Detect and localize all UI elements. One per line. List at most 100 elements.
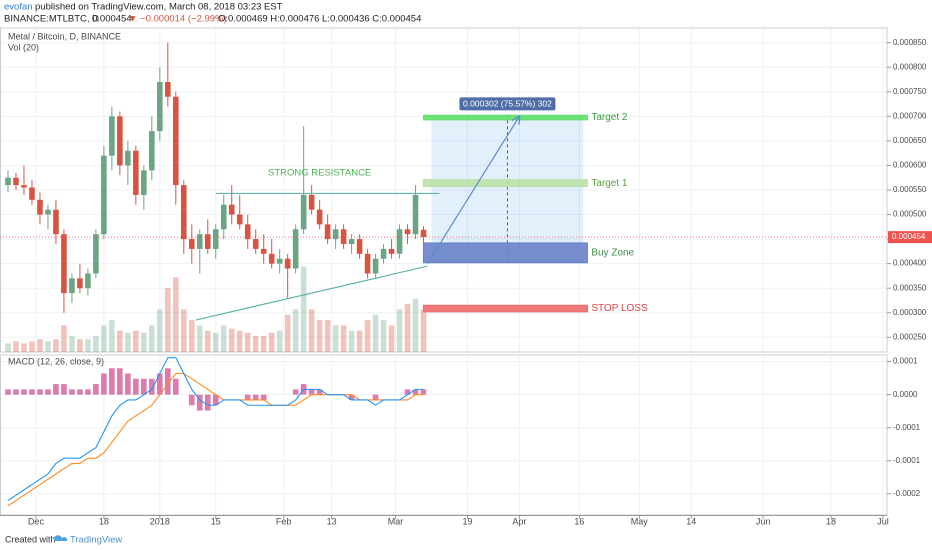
zone	[422, 179, 588, 188]
x-tick-label: 18	[99, 516, 109, 526]
candle-body	[404, 229, 411, 235]
volume-bar	[165, 288, 171, 352]
zone-label: Target 2	[591, 112, 628, 123]
price: 0.000454	[92, 14, 132, 25]
author[interactable]: evofan	[4, 2, 33, 13]
x-tick-label: Jun	[756, 516, 771, 526]
volume-bar	[133, 330, 139, 352]
macd-histogram	[412, 389, 419, 395]
macd-histogram	[53, 384, 59, 395]
candle-body	[260, 248, 267, 254]
x-tick-label: 18	[826, 516, 836, 526]
candle-body	[133, 150, 139, 195]
macd-histogram	[188, 394, 195, 406]
candle-body	[125, 150, 131, 166]
volume-bar	[276, 330, 283, 352]
volume-bar	[348, 330, 355, 352]
volume-bar	[292, 309, 299, 352]
candle-body	[13, 177, 19, 186]
x-tick-label: Dec	[28, 516, 45, 526]
candle-body	[109, 116, 115, 156]
macd-histogram	[420, 389, 427, 395]
macd-histogram	[204, 394, 211, 411]
macd-histogram	[85, 389, 91, 395]
macd-histogram	[348, 394, 355, 400]
last-price-label: 0.000454	[892, 232, 926, 241]
candle-body	[61, 234, 67, 294]
candle-body	[364, 253, 371, 274]
volume-bar	[157, 309, 163, 352]
zone-label: STOP LOSS	[591, 303, 648, 314]
macd-histogram	[37, 389, 43, 395]
volume-bar	[396, 309, 403, 352]
macd-histogram	[244, 394, 251, 400]
signal-line	[7, 372, 424, 507]
volume-bar	[37, 339, 43, 352]
candle-body	[157, 82, 163, 132]
volume-bar	[244, 332, 251, 352]
macd-histogram	[141, 378, 147, 395]
x-tick-label: 19	[462, 516, 472, 526]
volume-bar	[420, 309, 427, 352]
macd-histogram	[61, 384, 67, 395]
change: ▼ −0.000014 (−2.99%)	[128, 14, 227, 25]
candle-body	[340, 229, 347, 244]
macd-histogram	[212, 394, 219, 406]
candle-body	[420, 229, 427, 238]
y-tick-label: 0.000250	[893, 332, 927, 341]
volume-bar	[252, 336, 259, 352]
macd-histogram	[5, 389, 11, 395]
candle-body	[29, 187, 35, 200]
x-tick-label: 14	[686, 516, 696, 526]
footer-brand[interactable]: TradingView	[70, 535, 122, 546]
volume-bar	[388, 325, 395, 352]
x-tick-label: 15	[211, 516, 221, 526]
candle-body	[53, 209, 59, 235]
macd-histogram	[196, 394, 203, 411]
macd-histogram	[109, 368, 115, 395]
y-tick-label: 0.000850	[893, 38, 927, 47]
y-tick-label: 0.000700	[893, 111, 927, 120]
candle-body	[37, 199, 43, 215]
pane-title: Metal / Bitcoin, D, BINANCE	[8, 31, 121, 41]
macd-histogram	[101, 373, 107, 395]
x-tick-label: Feb	[276, 516, 292, 526]
candle-body	[204, 234, 211, 249]
candle-body	[5, 177, 11, 186]
candle-body	[244, 224, 251, 240]
macd-histogram	[165, 368, 171, 395]
volume-bar	[180, 309, 187, 352]
candle-body	[348, 239, 355, 244]
macd-histogram	[372, 394, 379, 400]
candle-body	[117, 116, 123, 166]
candle-body	[316, 209, 323, 225]
zone-label: Buy Zone	[591, 247, 634, 258]
candle-body	[188, 239, 195, 249]
volume-bar	[93, 336, 99, 352]
y-tick-label: -0.0001	[893, 423, 921, 432]
volume-bar	[125, 332, 131, 352]
macd-histogram	[404, 389, 411, 395]
macd-histogram	[316, 389, 323, 395]
macd-histogram	[133, 378, 139, 395]
published: published on TradingView.com, March 08, …	[35, 2, 283, 13]
candle-body	[292, 229, 299, 269]
candle-body	[236, 214, 243, 225]
macd-histogram	[13, 389, 19, 395]
zone	[422, 242, 588, 264]
x-tick-label: 13	[327, 516, 337, 526]
candle-body	[324, 224, 331, 240]
volume-bar	[61, 325, 67, 352]
measure-label: 0.000302 (75.57%) 302	[463, 99, 552, 109]
candle-body	[388, 248, 395, 254]
candle-body	[308, 194, 315, 210]
candle-body	[220, 204, 227, 230]
macd-histogram	[149, 378, 155, 395]
candle-body	[300, 194, 307, 230]
candle-body	[252, 239, 259, 249]
last-price-bg	[888, 231, 932, 244]
y-tick-label: 0.000750	[893, 87, 927, 96]
volume-bar	[364, 320, 371, 352]
y-tick-label: 0.000600	[893, 161, 927, 170]
